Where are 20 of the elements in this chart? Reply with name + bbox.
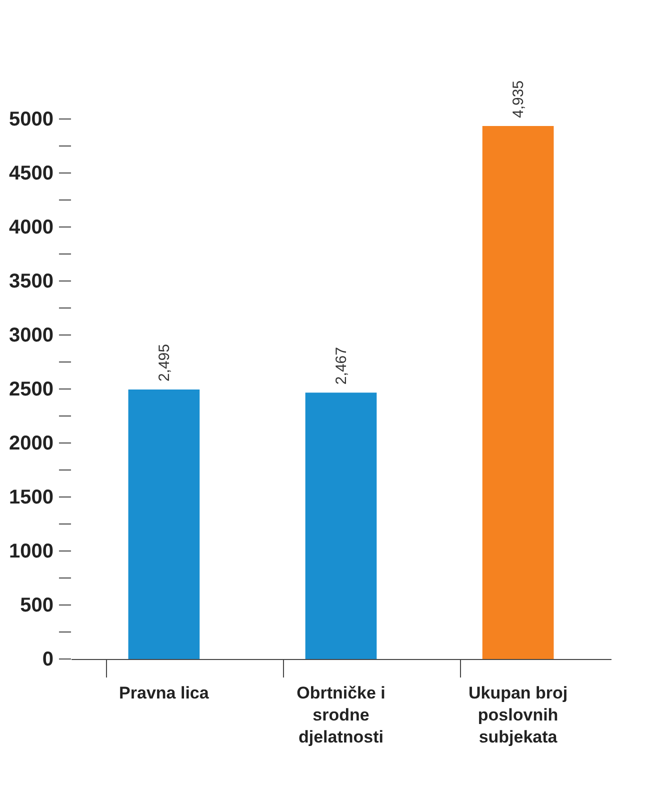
y-tick-label: 500 — [20, 594, 54, 616]
data-label: 2,467 — [333, 347, 350, 385]
data-label: 4,935 — [510, 80, 528, 118]
data-label: 2,495 — [156, 344, 173, 382]
y-tick-label: 4500 — [9, 162, 54, 184]
x-tick-label: Obrtničke i srodne djelatnosti — [296, 684, 386, 746]
y-tick-label: 3500 — [9, 270, 54, 292]
x-tick-label: Ukupan broj poslovnih subjekata — [468, 684, 568, 746]
y-tick-label: 1500 — [9, 486, 54, 508]
y-tick-label: 2500 — [9, 378, 54, 400]
y-tick-label: 5000 — [9, 108, 54, 130]
y-tick-label: 1000 — [9, 540, 54, 562]
x-tick-label: Pravna lica — [119, 684, 210, 702]
bar — [305, 392, 377, 659]
y-tick-label: 2000 — [9, 432, 54, 454]
y-tick-label: 3000 — [9, 324, 54, 346]
bar — [128, 390, 200, 659]
y-tick-label: 0 — [42, 648, 54, 670]
bar — [482, 126, 554, 659]
y-tick-label: 4000 — [9, 216, 54, 238]
